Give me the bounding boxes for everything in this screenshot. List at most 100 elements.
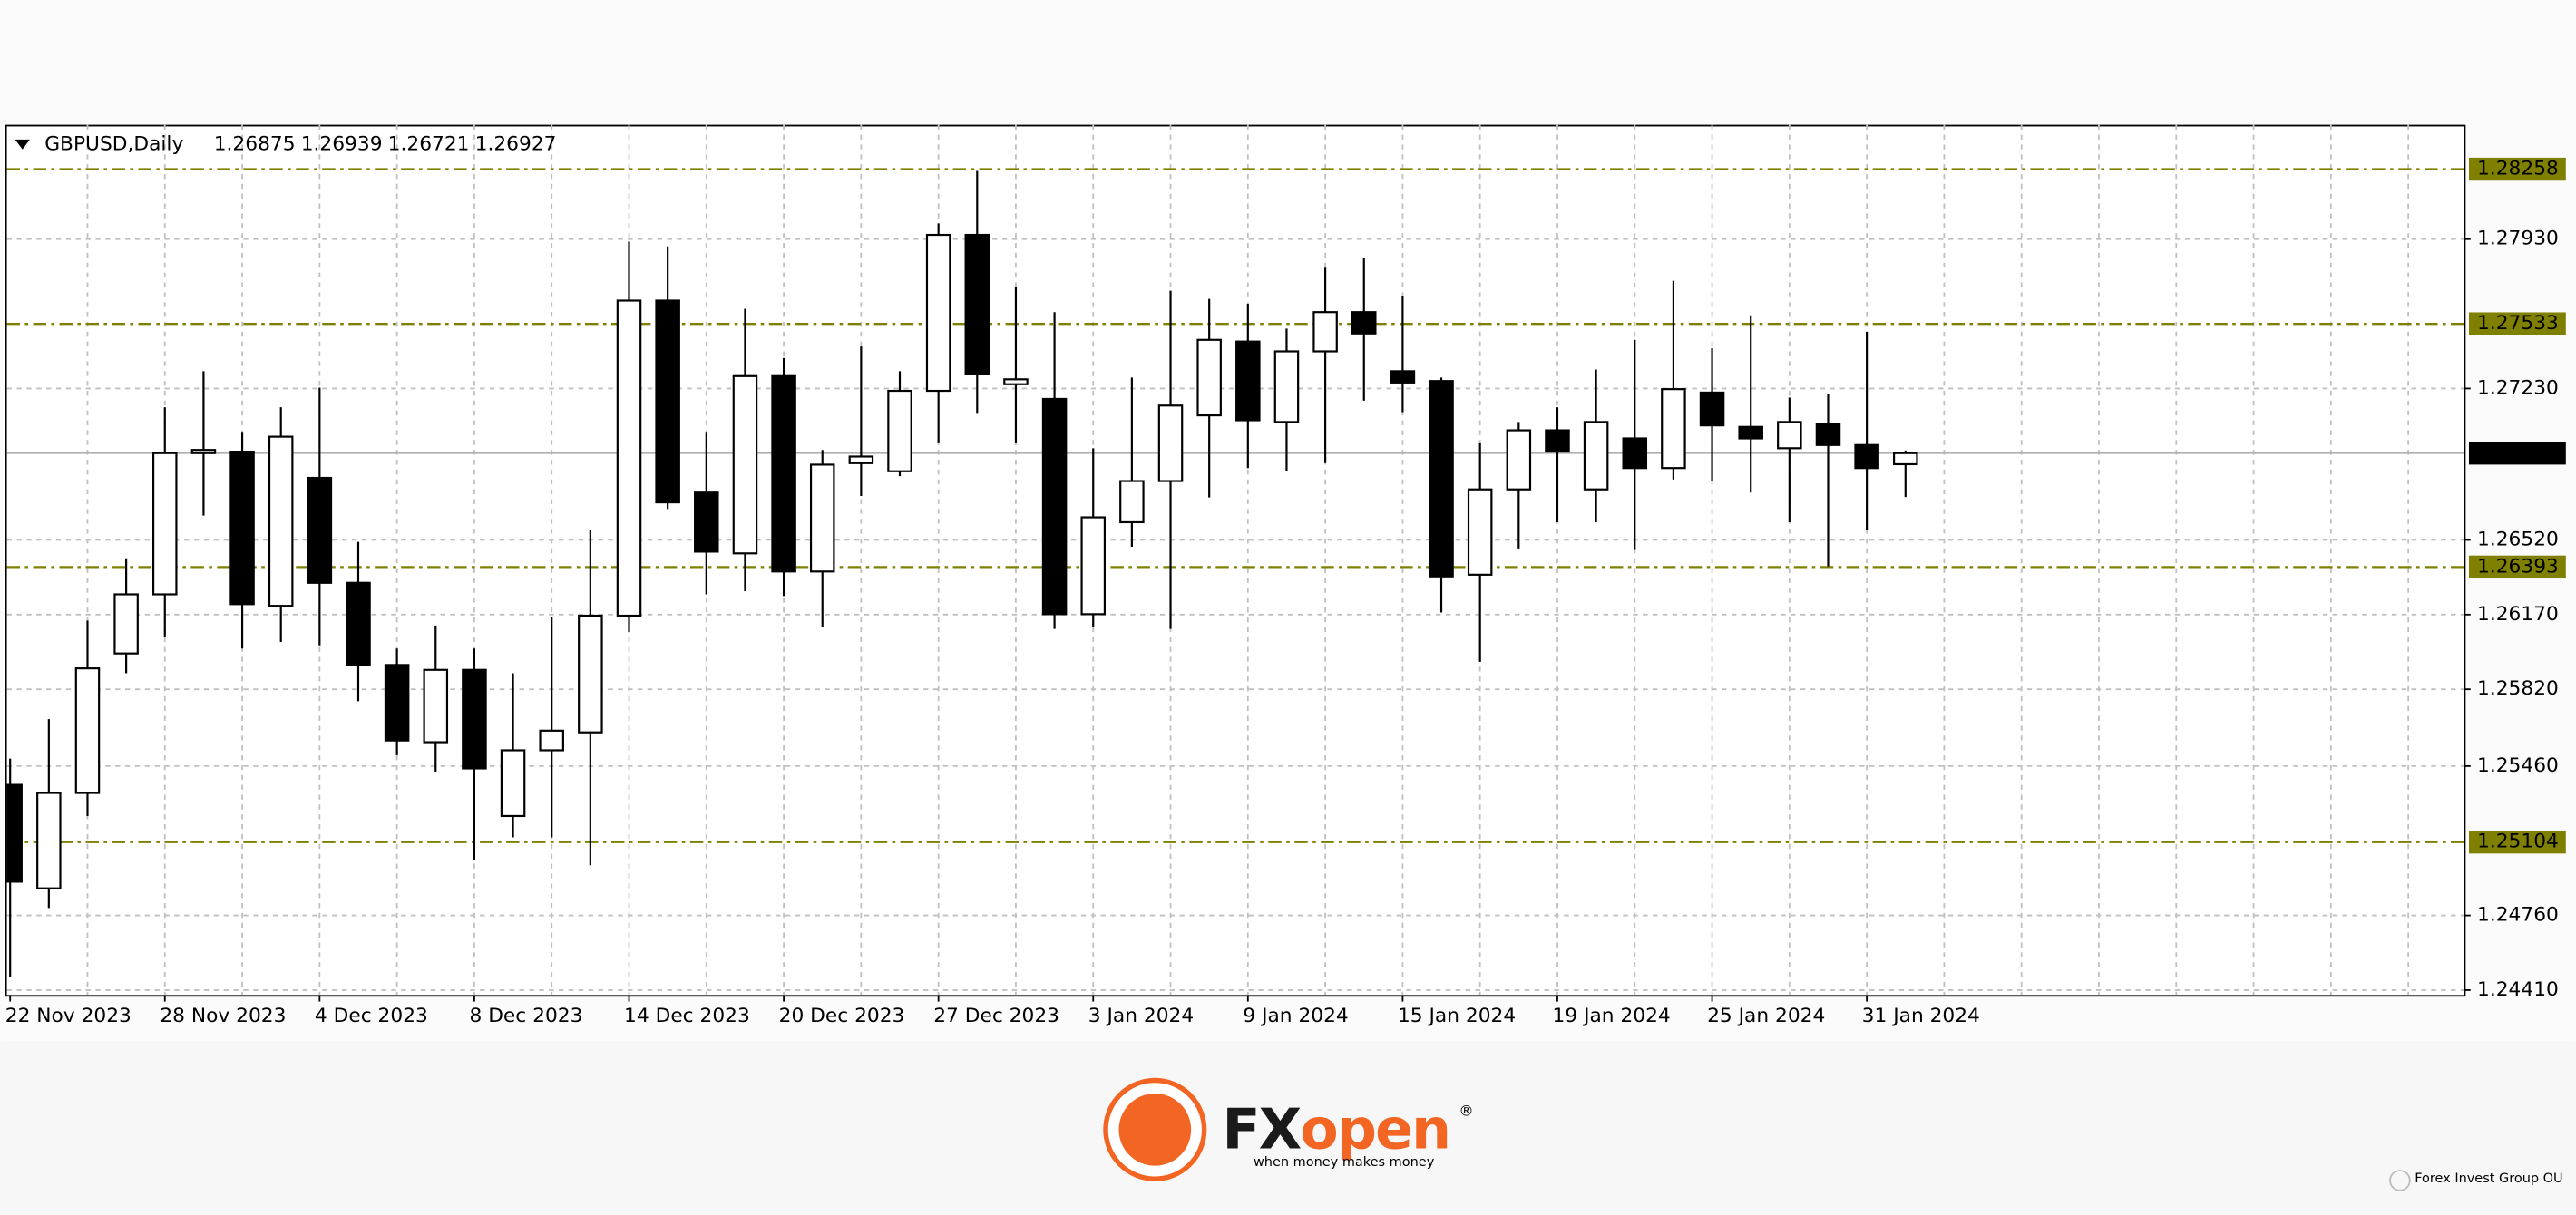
- y-tick-label: 1.27230: [2477, 376, 2559, 399]
- candle-body: [346, 581, 371, 666]
- candle-body: [1235, 340, 1261, 422]
- x-tick-label: 27 Dec 2023: [933, 1005, 1059, 1027]
- candle-body: [616, 299, 642, 617]
- x-tick-label: 14 Dec 2023: [624, 1005, 750, 1027]
- y-tick-label: 1.24760: [2477, 904, 2559, 927]
- logo-open: open: [1300, 1097, 1449, 1162]
- x-tick-label: 3 Jan 2024: [1088, 1005, 1194, 1027]
- candle-body: [268, 435, 294, 608]
- logo-fx: FX: [1223, 1097, 1302, 1162]
- logo-registered: ®: [1459, 1102, 1473, 1119]
- candle-body: [1699, 391, 1725, 427]
- candle-body: [578, 614, 603, 734]
- y-tick-label: 1.27930: [2477, 228, 2559, 250]
- footer-text: Forex Invest Group OU: [2415, 1171, 2562, 1186]
- price-label: 1.26927: [2477, 442, 2559, 464]
- candle-body: [1738, 425, 1763, 440]
- candle-body: [1003, 378, 1029, 385]
- candle-body: [1506, 429, 1532, 491]
- x-tick-label: 20 Dec 2023: [779, 1005, 905, 1027]
- candle-body: [462, 668, 487, 770]
- candle-body: [1390, 370, 1416, 384]
- candle-body: [307, 476, 333, 584]
- x-tick-label: 22 Nov 2023: [5, 1005, 132, 1027]
- candle-body: [1041, 397, 1068, 616]
- candle-body: [229, 450, 255, 606]
- logo-text: FXopen: [1223, 1097, 1450, 1162]
- candle-body: [694, 491, 719, 553]
- candle-body: [964, 233, 990, 375]
- candle-body: [771, 374, 796, 573]
- candle-body: [887, 389, 912, 472]
- level-label: 1.28258: [2477, 158, 2559, 180]
- x-tick-label: 19 Jan 2024: [1553, 1005, 1671, 1027]
- level-label-box: [2468, 157, 2566, 181]
- candle-body: [1351, 311, 1377, 335]
- candle-body: [152, 452, 178, 596]
- level-label: 1.27533: [2477, 312, 2559, 335]
- candle-body: [500, 749, 526, 818]
- logo-tagline: when money makes money: [1254, 1155, 1435, 1170]
- candle-body: [732, 374, 758, 555]
- candle-body: [1622, 437, 1648, 470]
- candle-body: [925, 233, 951, 393]
- level-label-box: [2468, 312, 2566, 335]
- candle-body: [1893, 452, 1918, 466]
- level-label: 1.25104: [2477, 831, 2559, 853]
- level-label-box: [2468, 830, 2566, 854]
- axes: 1.27930 1.27230 1.26520 1.26170 1.25820 1.254…: [5, 158, 2566, 1027]
- ohlc-close: 1.26927: [475, 132, 557, 155]
- level-label-box: [2468, 555, 2566, 579]
- candle-body: [1661, 388, 1686, 470]
- candle-body: [1815, 423, 1841, 446]
- logo: FXopen ® when money makes money: [1103, 1077, 1474, 1181]
- candle-body: [1312, 311, 1338, 353]
- candle-body: [1467, 488, 1493, 576]
- candle-body: [6, 783, 23, 883]
- candle-body: [1196, 338, 1222, 417]
- header-arrow: [15, 139, 30, 150]
- x-tick-label: 4 Dec 2023: [315, 1005, 428, 1027]
- candle-body: [1545, 429, 1570, 453]
- candle-body: [113, 593, 139, 655]
- candle-body: [1273, 350, 1300, 423]
- y-tick-label: 1.24410: [2477, 978, 2559, 1001]
- x-tick-label: 15 Jan 2024: [1398, 1005, 1516, 1027]
- candles: [6, 170, 1918, 977]
- y-tick-label: 1.26170: [2477, 603, 2559, 626]
- candle-body: [1854, 443, 1879, 470]
- candle-body: [36, 792, 62, 889]
- candle-body: [1157, 404, 1184, 482]
- candle-body: [1429, 380, 1454, 578]
- x-tick-label: 25 Jan 2024: [1707, 1005, 1825, 1027]
- candle-body: [74, 667, 101, 794]
- y-tick-label: 1.25460: [2477, 754, 2559, 777]
- footer-icon: [2389, 1170, 2411, 1191]
- candle-body: [809, 463, 835, 573]
- candle-body: [1583, 421, 1609, 491]
- x-tick-label: 9 Jan 2024: [1243, 1005, 1348, 1027]
- symbol: GBPUSD,Daily: [44, 132, 183, 155]
- price-label-box: [2468, 442, 2566, 465]
- y-tick-label: 1.26520: [2477, 528, 2559, 550]
- ohlc-open: 1.26875: [214, 132, 296, 155]
- candle-body: [1777, 421, 1802, 450]
- candle-body: [848, 455, 874, 464]
- ohlc-high: 1.26939: [301, 132, 383, 155]
- x-tick-label: 28 Nov 2023: [160, 1005, 286, 1027]
- level-label: 1.26393: [2477, 555, 2559, 578]
- x-tick-label: 8 Dec 2023: [469, 1005, 582, 1027]
- logo-emblem: [1118, 1094, 1192, 1166]
- candle-body: [1080, 516, 1107, 616]
- candle-body: [655, 299, 680, 504]
- candle-body: [423, 668, 449, 744]
- x-tick-label: 31 Jan 2024: [1862, 1005, 1980, 1027]
- y-tick-label: 1.25820: [2477, 677, 2559, 700]
- plot-frame: [5, 124, 2466, 997]
- candle-body: [1119, 480, 1145, 524]
- candle-body: [190, 449, 217, 454]
- candle-body: [384, 664, 410, 742]
- candle-body: [539, 729, 564, 752]
- ohlc-low: 1.26721: [388, 132, 470, 155]
